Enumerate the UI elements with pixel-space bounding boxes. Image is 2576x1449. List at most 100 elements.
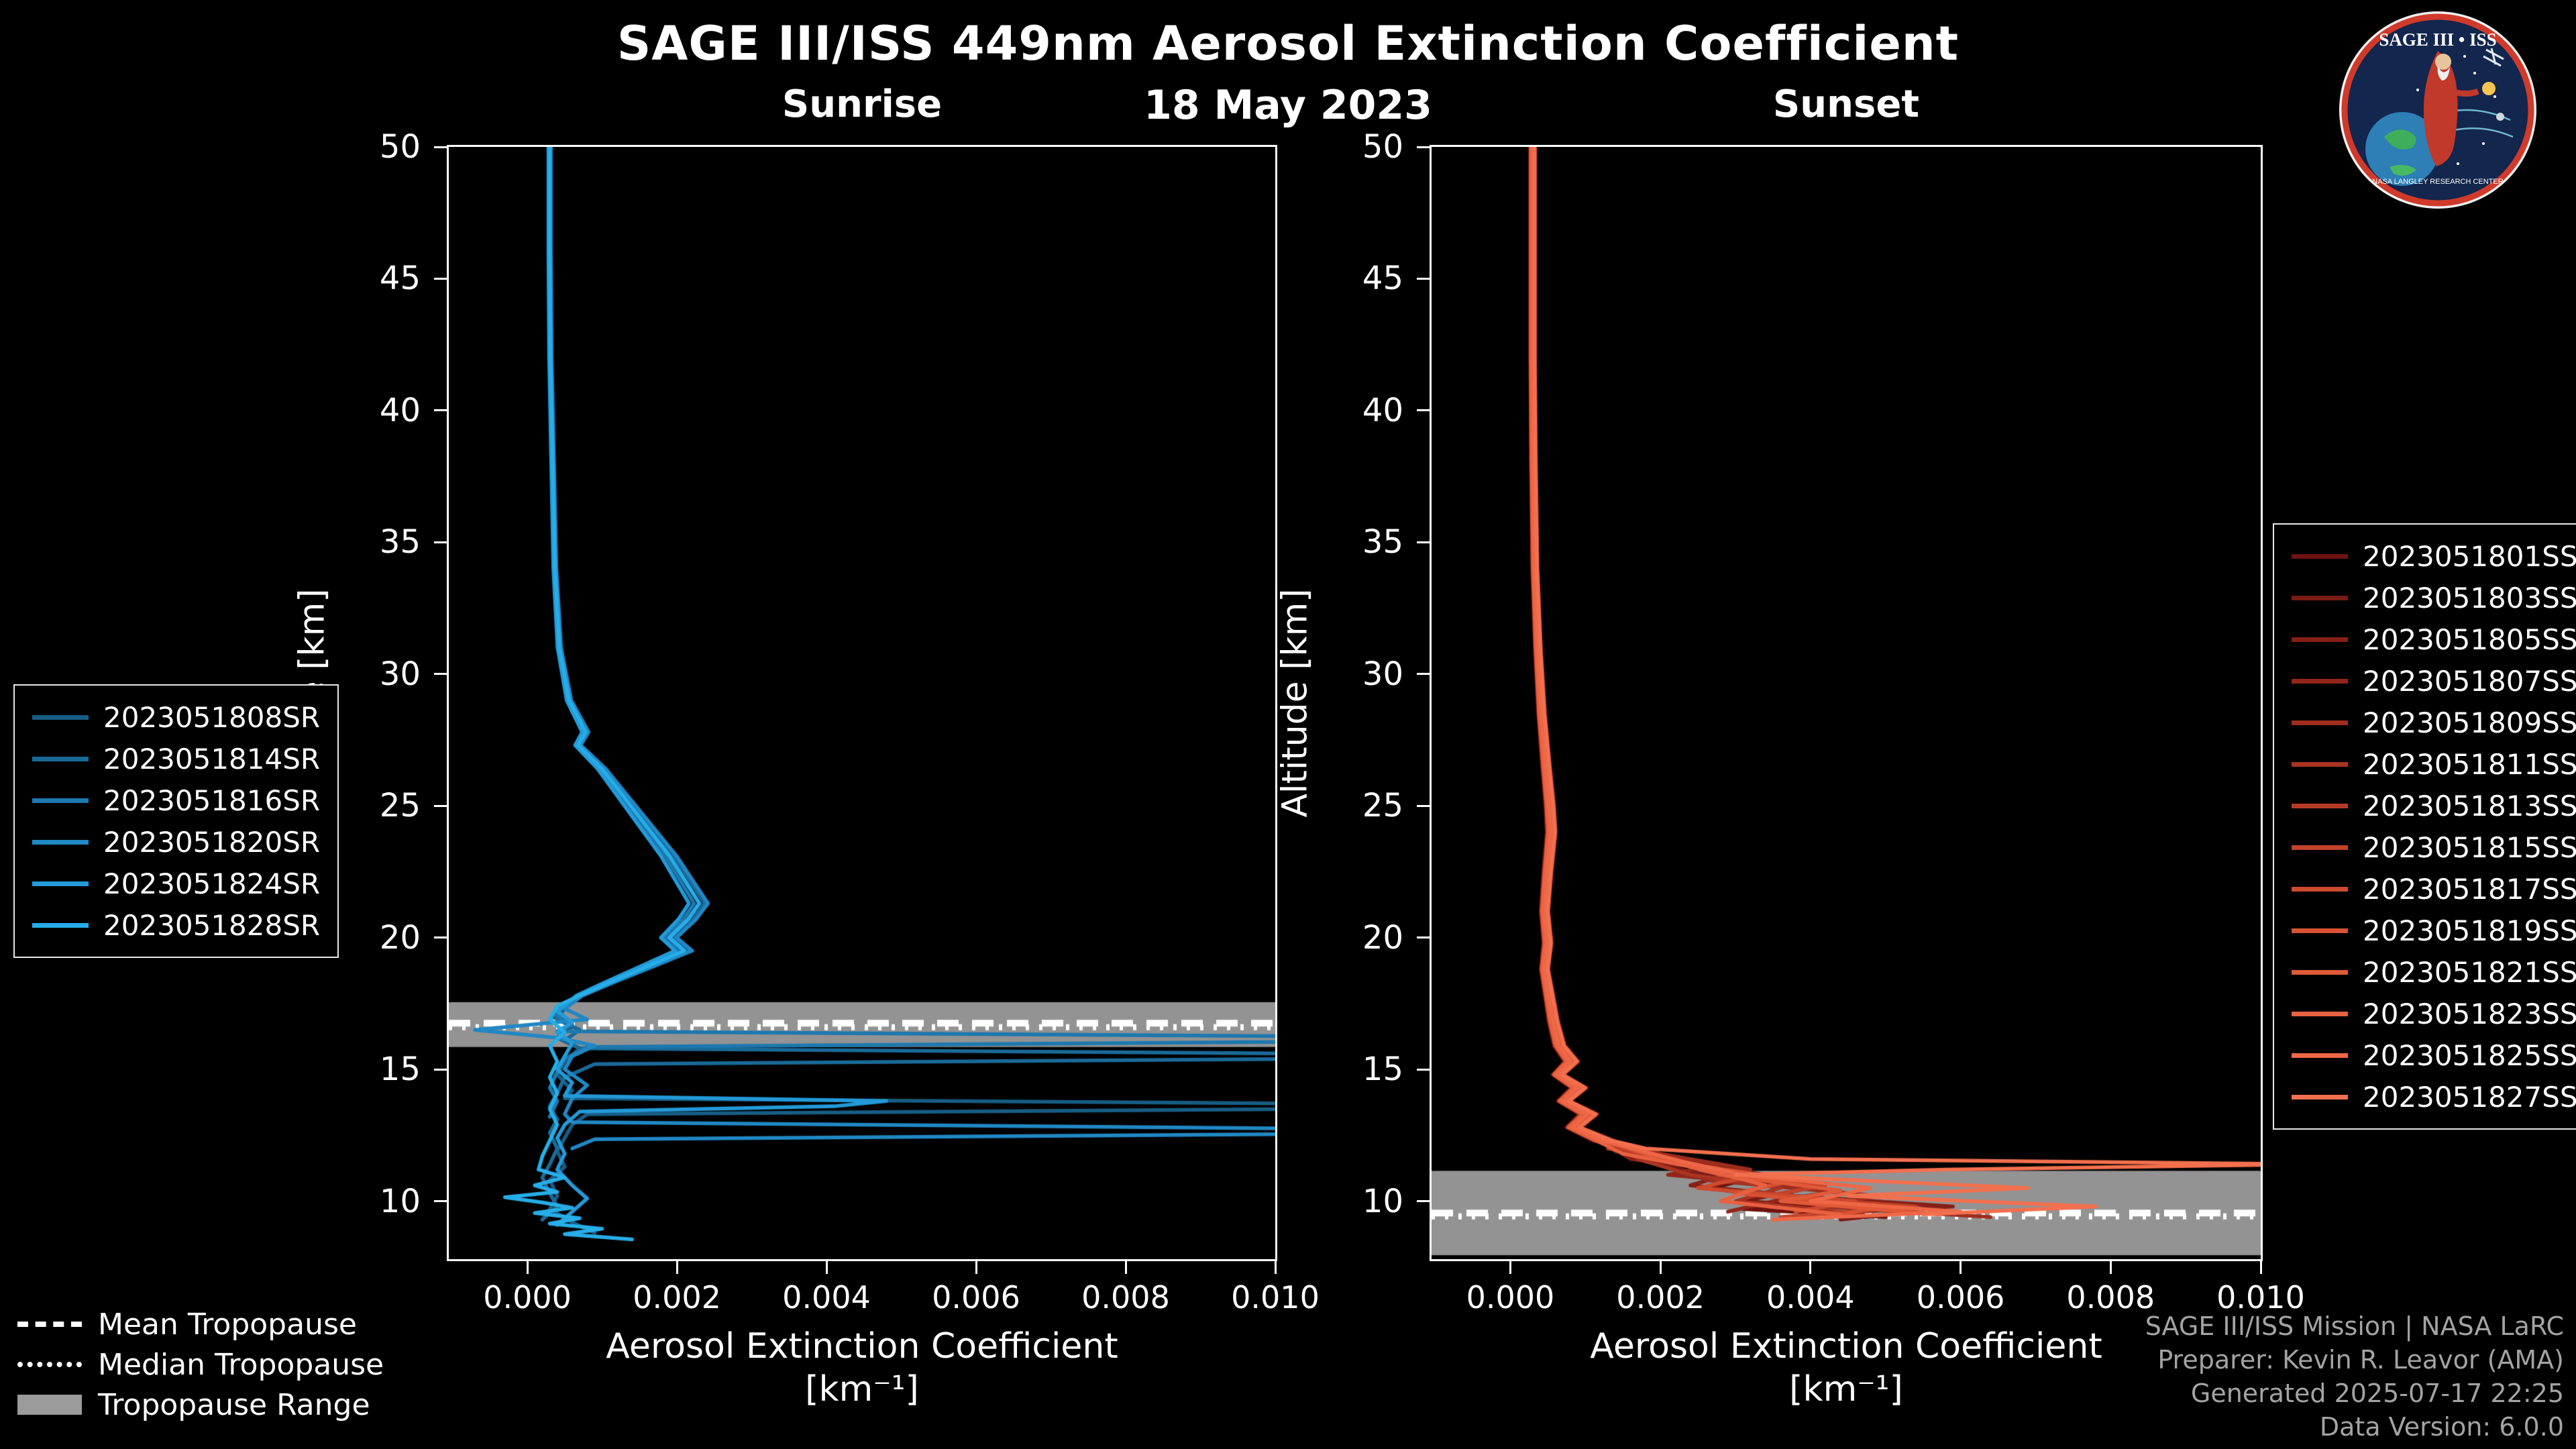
legend-line-swatch: [32, 881, 89, 886]
x-tick-mark: [1809, 1261, 1812, 1274]
sunset-panel: Sunset Altitude [km] Aerosol Extinction …: [1275, 83, 2305, 1409]
logo-sage-figure-arm: [2445, 87, 2479, 97]
tropopause-legend-label: Mean Tropopause: [98, 1307, 357, 1342]
legend-label: 2023051823SS: [2363, 997, 2576, 1030]
tropopause-legend-item: Median Tropopause: [17, 1344, 384, 1385]
legend-item: 2023051809SS: [2292, 702, 2576, 743]
logo-sage-figure-robe: [2423, 51, 2458, 166]
x-tick-mark: [1509, 1261, 1511, 1274]
logo-earth-land-2: [2390, 164, 2416, 176]
y-tick-mark: [434, 277, 447, 280]
logo-title-text: SAGE III • ISS: [2379, 30, 2496, 50]
legend-item: 2023051827SS: [2292, 1076, 2576, 1118]
x-tick-mark: [1960, 1261, 1962, 1274]
y-tick-label: 15: [379, 1051, 421, 1089]
legend-label: 2023051824SR: [103, 867, 321, 900]
sunrise-x-axis-units: [km⁻¹]: [805, 1369, 919, 1409]
legend-label: 2023051808SR: [103, 700, 321, 734]
y-tick-label: 50: [379, 128, 421, 166]
legend-label: 2023051816SR: [103, 784, 321, 817]
logo-sage-figure-head: [2435, 54, 2451, 70]
y-tick-label: 10: [379, 1182, 421, 1220]
x-tick-label: 0.004: [1766, 1279, 1855, 1316]
legend-label: 2023051819SS: [2363, 914, 2576, 947]
legend-line-swatch: [32, 798, 89, 803]
legend-line-swatch: [2292, 845, 2348, 850]
legend-line-swatch: [32, 756, 89, 761]
y-tick-mark: [434, 146, 447, 148]
y-tick-label: 40: [1362, 391, 1403, 429]
y-tick-label: 45: [379, 260, 421, 298]
y-tick-label: 30: [379, 655, 421, 693]
logo-sun: [2482, 82, 2496, 95]
x-tick-mark: [1124, 1261, 1127, 1274]
y-tick-mark: [1417, 936, 1430, 939]
y-tick-mark: [1417, 541, 1430, 543]
x-tick-mark: [825, 1261, 828, 1274]
y-tick-mark: [434, 936, 447, 939]
x-tick-label: 0.002: [633, 1279, 721, 1316]
tropopause-legend: Mean Tropopause Median Tropopause Tropopau…: [17, 1304, 384, 1425]
legend-label: 2023051809SS: [2363, 706, 2576, 739]
legend-line-swatch: [2292, 595, 2348, 600]
credit-line: Generated 2025-07-17 22:25: [2190, 1379, 2564, 1408]
y-tick-label: 35: [1362, 523, 1403, 561]
sunrise-legend: 2023051808SR 2023051814SR 2023051816SR 2023…: [13, 684, 339, 958]
legend-label: 2023051803SS: [2363, 581, 2576, 614]
legend-label: 2023051820SR: [103, 825, 321, 859]
legend-item: 2023051805SS: [2292, 619, 2576, 660]
sunrise-title: Sunrise: [782, 83, 943, 126]
sunset-legend: 2023051801SS 2023051803SS 2023051805SS 2023…: [2273, 523, 2576, 1130]
y-tick-mark: [1417, 673, 1430, 676]
tropopause-legend-label: Median Tropopause: [98, 1347, 384, 1382]
page-title: SAGE III/ISS 449nm Aerosol Extinction Co…: [616, 16, 1960, 71]
y-tick-label: 20: [1362, 918, 1403, 957]
y-tick-mark: [1417, 1200, 1430, 1203]
legend-item: 2023051803SS: [2292, 577, 2576, 619]
y-tick-label: 25: [1362, 787, 1403, 825]
x-tick-label: 0.000: [1466, 1279, 1555, 1316]
dashed-swatch: [17, 1322, 82, 1327]
x-tick-mark: [2109, 1261, 2112, 1274]
y-tick-label: 10: [1362, 1182, 1403, 1220]
legend-line-swatch: [2292, 553, 2348, 559]
legend-item: 2023051823SS: [2292, 993, 2576, 1034]
legend-label: 2023051828SR: [103, 908, 321, 942]
x-tick-label: 0.006: [932, 1279, 1020, 1316]
legend-label: 2023051825SS: [2363, 1038, 2576, 1072]
y-tick-mark: [1417, 804, 1430, 807]
legend-line-swatch: [2292, 761, 2348, 767]
legend-line-swatch: [2292, 678, 2348, 684]
x-tick-label: 0.010: [2216, 1279, 2305, 1316]
logo-earth-land: [2384, 129, 2416, 150]
logo-moon: [2496, 113, 2504, 121]
legend-line-swatch: [2292, 637, 2348, 642]
sunrise-legend-items: 2023051808SR 2023051814SR 2023051816SR 2023…: [32, 696, 320, 946]
legend-item: 2023051811SS: [2292, 743, 2576, 785]
sunset-title: Sunset: [1772, 83, 1920, 126]
legend-label: 2023051821SS: [2363, 955, 2576, 989]
legend-line-swatch: [32, 922, 89, 928]
legend-label: 2023051801SS: [2363, 539, 2576, 573]
credit-line: Preparer: Kevin R. Leavor (AMA): [2157, 1345, 2564, 1375]
y-tick-label: 35: [379, 523, 421, 561]
y-tick-label: 15: [1362, 1051, 1403, 1089]
tropopause-legend-label: Tropopause Range: [98, 1387, 370, 1422]
y-tick-mark: [434, 1200, 447, 1203]
x-tick-mark: [2259, 1261, 2262, 1274]
legend-line-swatch: [2292, 886, 2348, 892]
sunset-plot-canvas: [1432, 147, 2261, 1259]
y-tick-mark: [1417, 1068, 1430, 1071]
x-tick-mark: [676, 1261, 678, 1274]
legend-label: 2023051814SR: [103, 742, 321, 775]
y-tick-label: 30: [1362, 655, 1403, 693]
legend-item: 2023051814SR: [32, 738, 320, 780]
legend-label: 2023051827SS: [2363, 1080, 2576, 1114]
y-tick-mark: [1417, 277, 1430, 280]
legend-label: 2023051815SS: [2363, 830, 2576, 864]
x-tick-label: 0.002: [1616, 1279, 1705, 1316]
sunrise-panel: Sunrise Altitude [km] Aerosol Extinction…: [292, 83, 1320, 1409]
x-tick-mark: [975, 1261, 977, 1274]
y-tick-label: 45: [1362, 260, 1403, 298]
